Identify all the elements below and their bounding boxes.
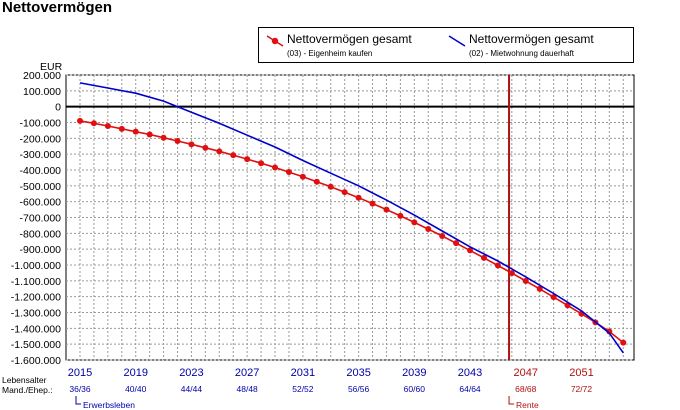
series-1-point: [480, 254, 487, 261]
age-tick-label: 40/40: [125, 384, 147, 394]
series-1-point: [188, 141, 195, 148]
series-1-point: [313, 178, 320, 185]
legend-swatch-red-line-icon: [266, 35, 284, 47]
series-1-point: [90, 120, 97, 127]
series-1-point: [369, 200, 376, 207]
y-tick-label: -300.000: [20, 149, 62, 161]
series-1-point: [606, 328, 613, 335]
x-tick-label: 2023: [179, 367, 203, 379]
series-1-point: [216, 148, 223, 155]
y-tick-label: -1.000.000: [11, 260, 61, 272]
x-tick-label: 2039: [402, 367, 426, 379]
x-tick-label: 2043: [458, 367, 482, 379]
series-1-point: [258, 160, 265, 167]
rente-bracket: [508, 396, 515, 405]
series-1-point: [104, 122, 111, 129]
series-1-point: [77, 117, 83, 124]
legend-item-2-name: Nettovermögen gesamt: [469, 32, 594, 46]
y-tick-label: -200.000: [20, 133, 62, 145]
age-tick-label: 44/44: [181, 384, 203, 394]
erwerbsleben-bracket: [75, 396, 81, 405]
x-tick-label: 2035: [346, 367, 370, 379]
x-tick-label: 2051: [569, 367, 593, 379]
y-tick-label: -1.500.000: [11, 339, 61, 351]
legend: Nettovermögen gesamt (03) - Eigenheim ka…: [258, 27, 634, 63]
age-tick-label: 36/36: [69, 384, 91, 394]
y-tick-label: 100.000: [23, 86, 61, 98]
series-1-point: [285, 169, 292, 176]
legend-item-2-sub: (02) - Mietwohnung dauerhaft: [469, 49, 574, 58]
x-tick-label: 2027: [235, 367, 259, 379]
y-tick-label: 0: [55, 102, 61, 114]
series-1-point: [272, 164, 279, 171]
series-1-point: [341, 189, 348, 196]
y-tick-label: -500.000: [20, 181, 62, 193]
rente-label: Rente: [516, 400, 539, 410]
age-tick-label: 52/52: [292, 384, 314, 394]
series-1-point: [411, 219, 418, 226]
series-1-point: [355, 194, 362, 201]
series-1-point: [397, 212, 404, 219]
x-tick-label: 2047: [514, 367, 538, 379]
erwerbsleben-label: Erwerbsleben: [83, 400, 135, 410]
y-tick-label: 200.000: [23, 70, 61, 82]
page-title: Nettovermögen: [2, 0, 113, 16]
legend-item-1: Nettovermögen gesamt (03) - Eigenheim ka…: [265, 30, 445, 62]
legend-item-1-name: Nettovermögen gesamt: [287, 32, 412, 46]
series-1-point: [327, 183, 334, 190]
legend-item-1-sub: (03) - Eigenheim kaufen: [287, 49, 373, 58]
series-1-point: [522, 277, 529, 284]
age-tick-label: 68/68: [515, 384, 537, 394]
series-1-point: [146, 131, 153, 138]
row-label-lebensalter: Lebensalter: [2, 375, 47, 385]
series-1-point: [299, 173, 306, 180]
series-1-point: [160, 134, 167, 141]
y-tick-label: -900.000: [20, 244, 62, 256]
series-line-2: [79, 82, 624, 354]
y-tick-label: -1.300.000: [11, 308, 61, 320]
series-1-point: [439, 233, 446, 240]
series-1-point: [453, 240, 460, 247]
y-tick-label: -100.000: [20, 118, 62, 130]
series-1-point: [202, 144, 209, 151]
x-tick-label: 2031: [291, 367, 315, 379]
series-1-point: [508, 270, 515, 277]
series-1-point: [550, 294, 557, 301]
age-tick-label: 72/72: [571, 384, 593, 394]
y-axis-label: EUR: [40, 61, 63, 73]
series-1-point: [383, 206, 390, 213]
y-tick-label: -600.000: [20, 197, 62, 209]
series-1-point: [244, 156, 251, 163]
series-1-point: [230, 152, 237, 159]
y-tick-label: -400.000: [20, 165, 62, 177]
series-line-1: [79, 120, 624, 344]
x-tick-label: 2019: [123, 367, 147, 379]
age-tick-label: 56/56: [348, 384, 370, 394]
age-tick-label: 48/48: [237, 384, 259, 394]
y-tick-label: -1.200.000: [11, 292, 61, 304]
legend-swatch-blue-line-icon: [448, 35, 466, 47]
series-1-point: [425, 226, 432, 233]
series-1-point: [536, 285, 543, 292]
y-tick-label: -1.400.000: [11, 323, 61, 335]
legend-item-2: Nettovermögen gesamt (02) - Mietwohnung …: [447, 30, 627, 62]
age-tick-label: 64/64: [459, 384, 481, 394]
age-tick-label: 60/60: [404, 384, 426, 394]
series-1-point: [467, 247, 474, 254]
y-tick-label: -1.600.000: [11, 355, 61, 367]
row-label-mand: Mand./Ehep.:: [2, 385, 53, 395]
series-1-point: [620, 339, 627, 346]
series-1-point: [494, 262, 501, 269]
series-1-point: [132, 128, 139, 135]
series-1-point: [118, 125, 125, 132]
y-tick-label: -700.000: [20, 213, 62, 225]
y-tick-label: -800.000: [20, 228, 62, 240]
y-tick-label: -1.100.000: [11, 276, 61, 288]
x-tick-label: 2015: [68, 367, 92, 379]
series-1-point: [174, 138, 181, 145]
